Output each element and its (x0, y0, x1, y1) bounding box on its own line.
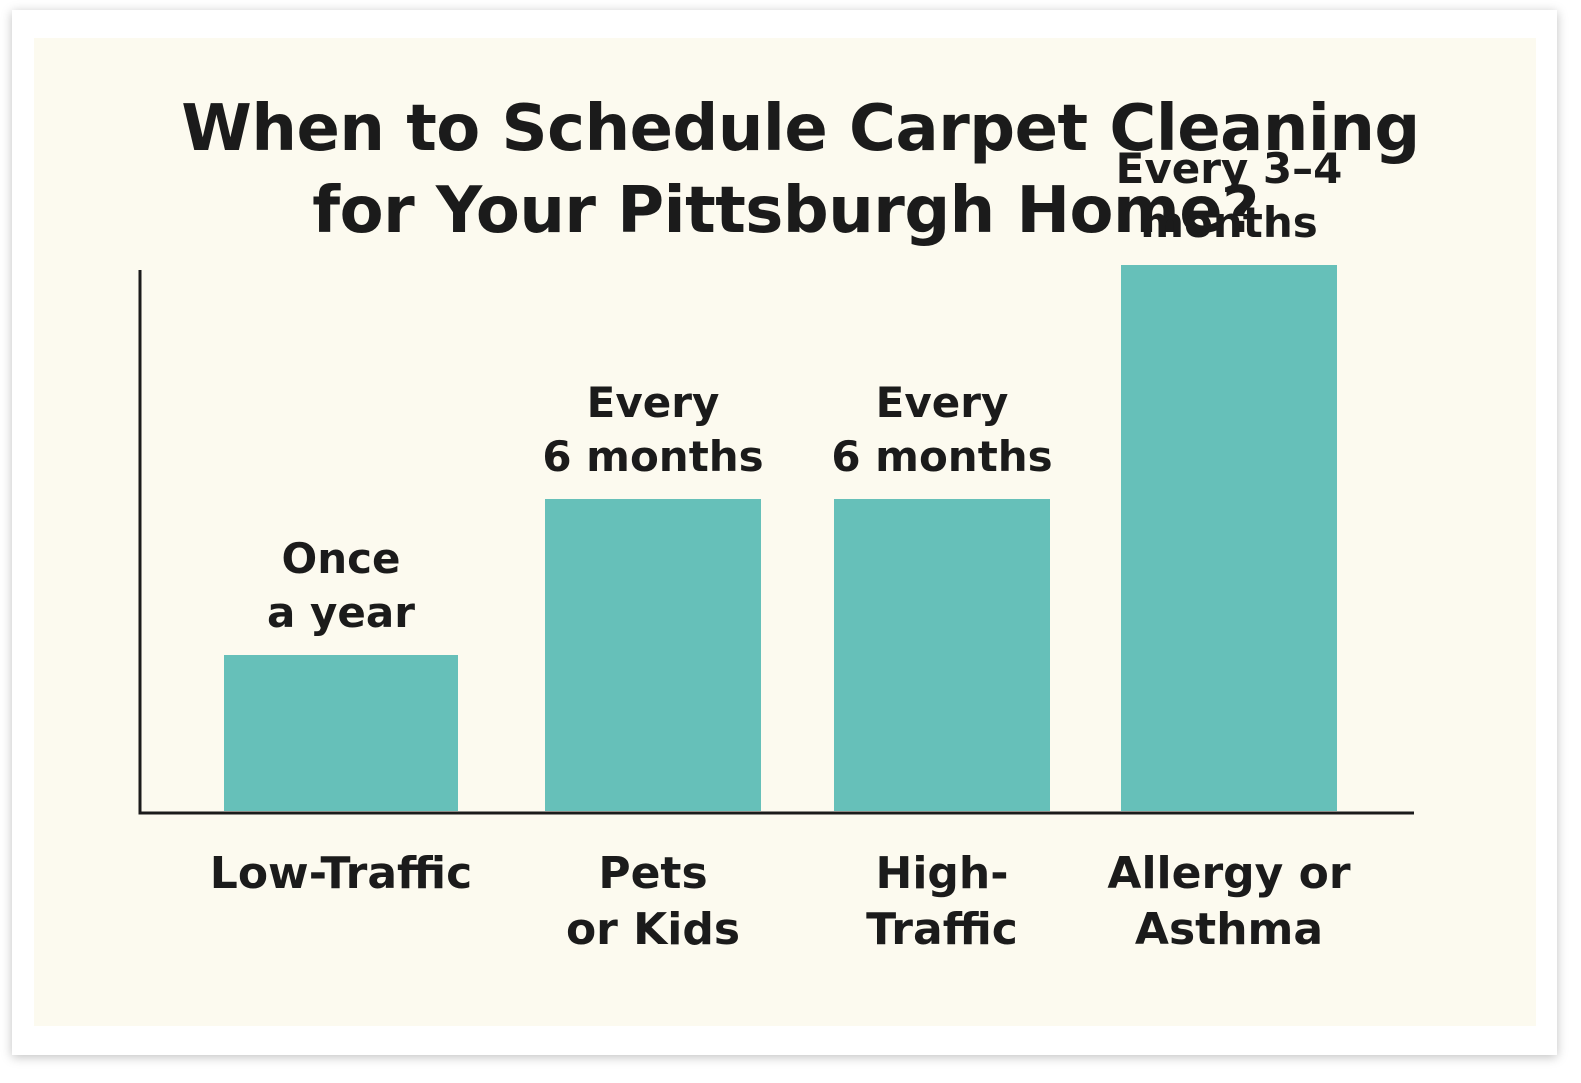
category-label: Asthma (1135, 904, 1323, 955)
chart-title: When to Schedule Carpet Cleaning for You… (0, 88, 1581, 248)
chart-title-line-2: for Your Pittsburgh Home? (312, 174, 1259, 248)
category-label: Traffic (866, 904, 1018, 955)
bar-value-label: Every (876, 378, 1009, 427)
bar-value-label: a year (267, 588, 415, 637)
category-label: or Kids (566, 904, 740, 955)
bar-value-label: 6 months (831, 432, 1052, 481)
bar-value-label: Once (282, 534, 401, 583)
bar (1121, 265, 1337, 811)
category-label: Allergy or (1107, 848, 1350, 899)
bar-value-label: months (1140, 198, 1318, 247)
bar-value-label: 6 months (542, 432, 763, 481)
chart-title-line-1: When to Schedule Carpet Cleaning (181, 92, 1420, 166)
bar (834, 499, 1050, 811)
bar-value-label: Every (587, 378, 720, 427)
bar-value-label: Every 3–4 (1116, 144, 1343, 193)
chart-axes (138, 270, 1414, 815)
bar (545, 499, 761, 811)
category-label: Pets (598, 848, 707, 899)
category-label: High- (876, 848, 1009, 899)
category-label: Low-Traffic (210, 848, 472, 899)
bar (224, 655, 458, 811)
